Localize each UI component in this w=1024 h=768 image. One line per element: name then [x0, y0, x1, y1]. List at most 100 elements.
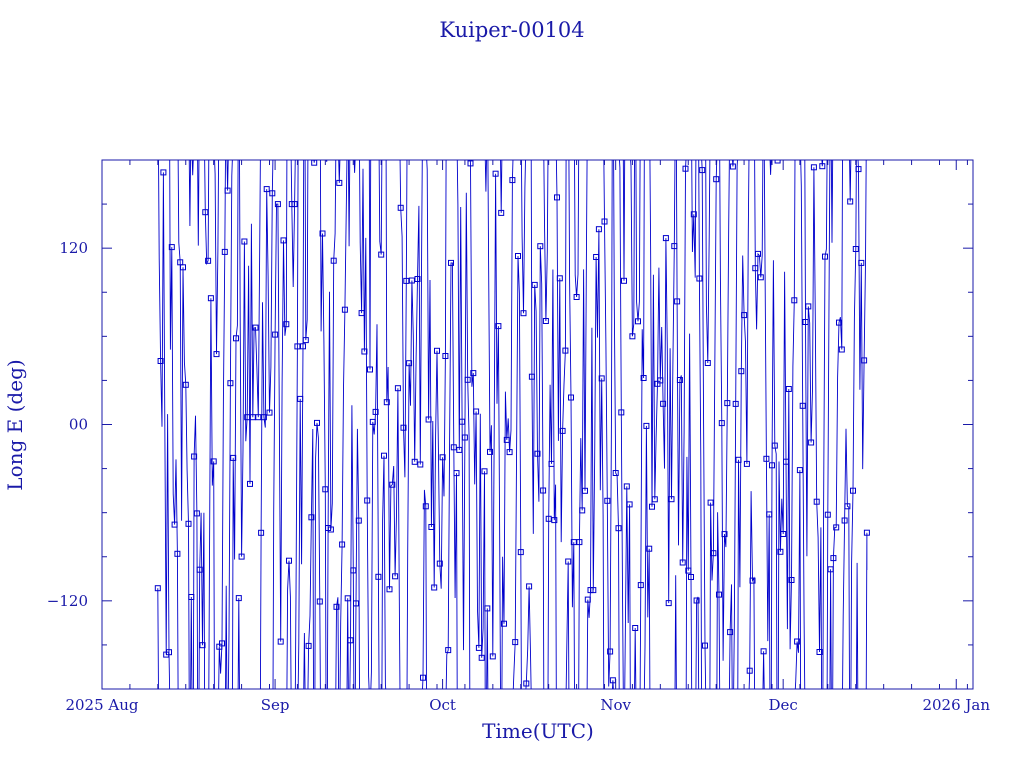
data-point — [534, 450, 541, 457]
data-point — [562, 347, 569, 354]
data-point — [263, 186, 270, 193]
data-point — [260, 414, 267, 421]
data-point — [710, 550, 717, 557]
data-point — [406, 360, 413, 367]
data-point — [785, 386, 792, 392]
data-point — [355, 517, 362, 524]
data-point — [199, 642, 206, 649]
data-point — [327, 526, 334, 533]
data-point — [512, 639, 519, 646]
data-point — [760, 648, 767, 655]
data-point — [191, 453, 198, 460]
data-point — [453, 470, 460, 477]
data-point — [353, 600, 359, 607]
data-point — [766, 511, 773, 518]
data-point — [526, 583, 533, 590]
data-point — [738, 368, 745, 375]
data-point — [456, 446, 463, 453]
data-point — [855, 166, 862, 173]
data-point — [185, 520, 192, 527]
data-point — [724, 400, 731, 407]
data-point — [207, 295, 214, 302]
data-point — [836, 319, 842, 326]
data-point — [556, 275, 563, 282]
data-point — [294, 343, 301, 350]
data-point — [749, 577, 756, 584]
data-point — [414, 276, 421, 282]
data-point — [498, 209, 505, 216]
data-point — [247, 480, 253, 487]
data-point — [819, 163, 826, 170]
data-point — [188, 594, 195, 600]
data-point — [369, 418, 376, 425]
data-point — [344, 595, 351, 602]
data-point — [280, 237, 287, 244]
data-point — [339, 541, 346, 548]
data-point — [383, 399, 390, 406]
data-point — [640, 375, 647, 381]
data-point — [713, 176, 720, 183]
data-point — [662, 235, 669, 242]
data-point — [601, 218, 608, 225]
data-point — [813, 498, 820, 505]
x-tick-label: Nov — [600, 696, 631, 714]
data-point — [157, 358, 164, 364]
data-layer — [154, 160, 870, 689]
data-point — [676, 377, 683, 383]
data-point — [805, 303, 812, 310]
data-point — [400, 424, 407, 431]
data-point — [844, 503, 851, 510]
data-point — [850, 487, 856, 494]
data-point — [576, 539, 583, 546]
data-point — [721, 531, 728, 538]
data-point — [657, 377, 664, 384]
data-point — [219, 640, 225, 647]
data-point — [252, 324, 259, 331]
data-point — [679, 559, 686, 566]
data-point — [182, 381, 189, 388]
data-point — [411, 458, 418, 465]
data-point — [777, 548, 784, 555]
y-tick-label: 120 — [59, 239, 88, 257]
data-point — [235, 595, 242, 602]
data-point — [445, 647, 452, 654]
x-tick-label: 2026 Jan — [922, 696, 990, 714]
data-point — [590, 587, 597, 594]
data-point — [799, 402, 806, 409]
data-point — [635, 318, 641, 325]
data-point — [509, 177, 516, 184]
data-point — [674, 298, 681, 305]
data-point — [230, 454, 237, 461]
data-point — [492, 170, 499, 177]
data-point — [487, 448, 493, 455]
data-point — [716, 591, 722, 598]
data-point — [729, 163, 736, 170]
data-point — [506, 449, 513, 456]
data-point — [741, 312, 748, 319]
data-point — [272, 331, 279, 338]
data-point — [202, 209, 209, 216]
data-point — [830, 555, 837, 562]
data-point — [501, 620, 507, 627]
data-point — [364, 497, 371, 504]
data-point — [743, 460, 750, 467]
data-point — [623, 483, 630, 490]
data-point — [297, 395, 304, 402]
x-tick-label: Sep — [261, 696, 290, 714]
data-point — [258, 529, 265, 536]
data-point — [174, 550, 181, 557]
data-point — [350, 567, 357, 574]
data-point — [607, 648, 614, 655]
data-point — [668, 496, 675, 503]
data-point — [428, 524, 435, 530]
data-point — [615, 525, 622, 532]
data-point — [403, 277, 410, 284]
data-point — [671, 243, 678, 250]
data-point — [408, 277, 415, 284]
data-point — [160, 169, 167, 176]
data-point — [417, 461, 424, 468]
data-point — [367, 366, 373, 373]
data-point — [769, 462, 775, 469]
data-point — [690, 211, 697, 218]
data-point — [704, 360, 711, 366]
